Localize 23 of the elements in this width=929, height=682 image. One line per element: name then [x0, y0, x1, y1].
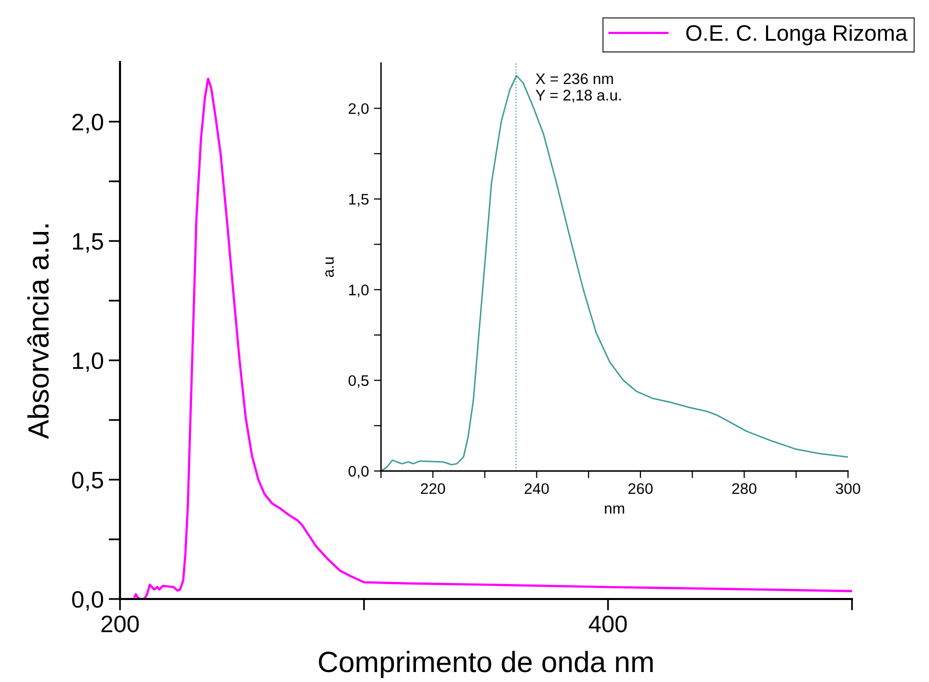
x-tick-label: 240 — [524, 483, 549, 494]
y-tick-label: 0,0 — [348, 466, 369, 478]
y-tick-label: 1,5 — [349, 194, 369, 206]
y-axis-title: Absorvância a.u. — [27, 224, 49, 440]
x-tick-label: 220 — [420, 483, 446, 494]
x-axis-title: Comprimento de onda nm — [318, 650, 653, 678]
y-tick-label: 0,5 — [72, 472, 104, 492]
x-tick-label: 300 — [836, 483, 860, 494]
legend-label: O.E. C. Longa Rizoma — [686, 24, 908, 46]
x-tick-label: 280 — [732, 483, 756, 494]
y-tick-label: 1,5 — [73, 233, 104, 253]
x-axis-title: nm — [604, 505, 624, 514]
annotation: X = 236 nm Y = 2,18 a.u. — [536, 73, 621, 102]
y-tick-label: 2,0 — [72, 114, 104, 134]
y-tick-label: 1,0 — [73, 352, 104, 372]
x-tick-label: 200 — [101, 616, 139, 632]
y-tick-label: 1,0 — [349, 284, 369, 298]
y-axis-title: a.u — [325, 257, 334, 277]
y-tick-label: 0,5 — [348, 375, 369, 388]
x-tick-label: 260 — [628, 483, 653, 494]
y-tick-label: 2,0 — [348, 103, 369, 116]
y-tick-label: 0,0 — [72, 591, 104, 611]
x-tick-label: 400 — [588, 616, 627, 632]
